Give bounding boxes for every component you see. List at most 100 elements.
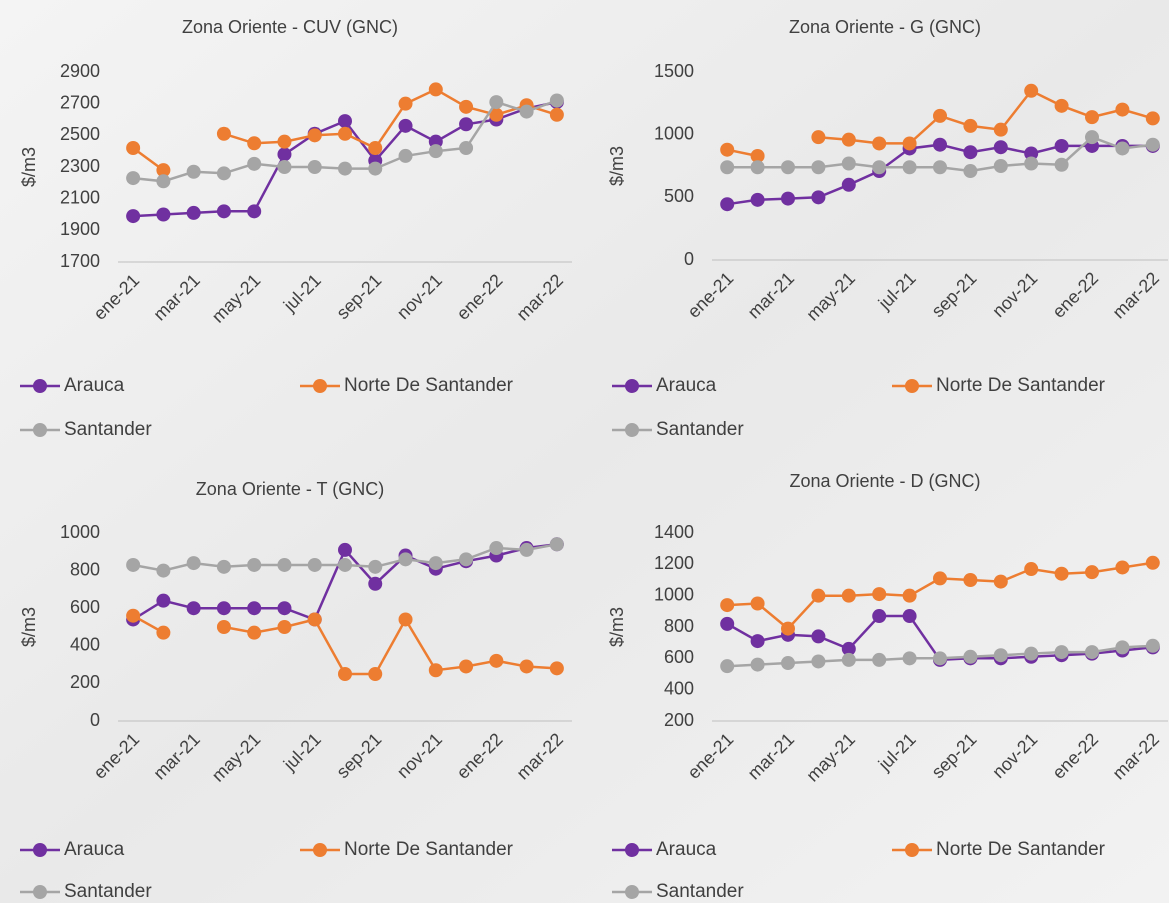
data-point: [519, 659, 534, 674]
y-tick-label: 1000: [654, 123, 694, 143]
y-tick-label: 1200: [654, 553, 694, 573]
data-point: [156, 563, 171, 578]
data-point: [841, 132, 856, 147]
data-point: [156, 207, 171, 222]
data-point: [549, 93, 564, 108]
data-point: [963, 649, 978, 664]
y-axis-label: $/m3: [607, 146, 627, 186]
y-axis-label: $/m3: [19, 607, 39, 647]
data-point: [902, 651, 917, 666]
data-point: [368, 667, 383, 681]
data-point: [186, 601, 201, 616]
y-tick-label: 0: [90, 710, 100, 730]
data-point: [428, 144, 443, 159]
y-tick-label: 400: [70, 635, 100, 655]
data-point: [1115, 560, 1130, 575]
legend-label: Norte De Santander: [936, 375, 1106, 396]
data-point: [902, 136, 917, 151]
data-point: [459, 99, 474, 114]
data-point: [872, 160, 887, 175]
data-point: [247, 557, 262, 572]
data-point: [126, 141, 141, 155]
data-point: [368, 576, 383, 591]
y-tick-label: 600: [664, 647, 694, 667]
data-point: [841, 156, 856, 171]
data-point: [720, 659, 735, 674]
legend-marker: [33, 379, 47, 393]
data-point: [549, 661, 564, 676]
data-point: [247, 136, 262, 151]
y-tick-label: 1000: [60, 522, 100, 542]
data-point: [1145, 638, 1160, 653]
y-tick-label: 200: [664, 710, 694, 730]
data-point: [1054, 138, 1069, 153]
y-tick-label: 2900: [60, 61, 100, 81]
data-point: [1115, 102, 1130, 117]
y-tick-label: 1500: [654, 61, 694, 81]
data-point: [781, 656, 795, 671]
data-point: [720, 616, 735, 631]
data-point: [872, 587, 887, 602]
legend-marker: [313, 379, 327, 393]
legend-marker: [625, 423, 639, 437]
data-point: [902, 160, 917, 175]
data-point: [933, 108, 947, 123]
data-point: [277, 134, 292, 149]
legend-label: Arauca: [64, 839, 125, 860]
y-tick-label: 2300: [60, 156, 100, 176]
legend-marker: [625, 379, 639, 393]
data-point: [781, 160, 795, 175]
y-tick-label: 800: [664, 616, 694, 636]
data-point: [247, 156, 262, 171]
data-point: [841, 652, 856, 667]
data-point: [368, 161, 383, 176]
data-point: [781, 621, 795, 636]
data-point: [902, 588, 917, 603]
data-point: [1024, 83, 1039, 98]
data-point: [519, 104, 534, 119]
data-point: [368, 141, 383, 155]
y-tick-label: 600: [70, 597, 100, 617]
data-point: [872, 136, 887, 151]
legend-marker: [625, 843, 639, 857]
legend-label: Arauca: [656, 375, 717, 396]
data-point: [459, 141, 474, 155]
data-point: [1085, 565, 1099, 580]
data-point: [398, 148, 413, 163]
data-point: [811, 130, 826, 145]
legend-label: Norte De Santander: [344, 839, 514, 860]
data-point: [1024, 146, 1039, 161]
data-point: [307, 160, 322, 174]
data-point: [933, 651, 947, 666]
data-point: [811, 588, 826, 603]
data-point: [720, 142, 735, 157]
data-point: [1145, 555, 1160, 570]
chart-title: Zona Oriente - CUV (GNC): [182, 17, 398, 37]
data-point: [126, 557, 141, 572]
y-axis-label: $/m3: [607, 607, 627, 647]
data-point: [993, 122, 1008, 137]
data-point: [307, 128, 322, 143]
legend-marker: [33, 885, 47, 899]
data-point: [156, 625, 171, 640]
data-point: [338, 126, 352, 141]
legend-label: Santander: [656, 419, 744, 440]
data-point: [993, 574, 1008, 589]
data-point: [993, 648, 1008, 663]
legend-label: Santander: [64, 881, 152, 902]
data-point: [1145, 137, 1160, 152]
legend-label: Norte De Santander: [344, 375, 514, 396]
data-point: [750, 160, 765, 175]
data-point: [368, 559, 383, 574]
data-point: [1115, 141, 1130, 156]
data-point: [216, 166, 231, 181]
data-point: [811, 629, 826, 644]
y-tick-label: 400: [664, 678, 694, 698]
data-point: [872, 652, 887, 667]
data-point: [933, 137, 947, 152]
data-point: [811, 190, 826, 205]
data-point: [428, 82, 443, 97]
data-point: [549, 107, 564, 122]
y-tick-label: 800: [70, 559, 100, 579]
data-point: [247, 625, 262, 640]
